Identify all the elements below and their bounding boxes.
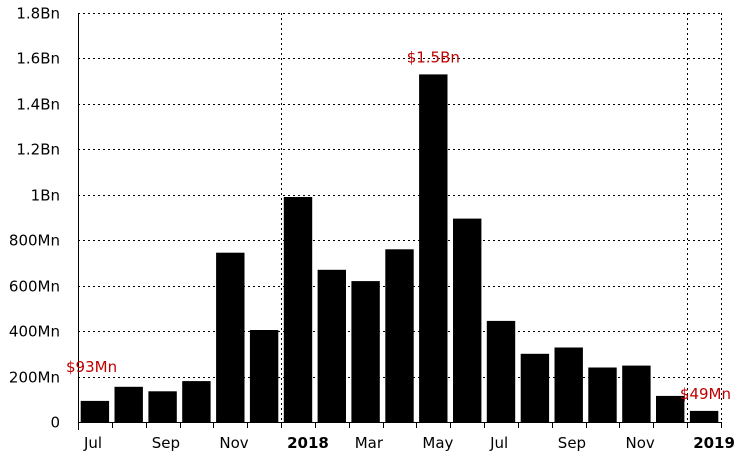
annotations: $93Mn $1.5Bn $49Mn xyxy=(66,48,731,403)
axes xyxy=(78,13,722,430)
y-tick-label: 1.8Bn xyxy=(16,5,60,23)
y-tick-label: 400Mn xyxy=(9,323,60,341)
y-tick-label: 1Bn xyxy=(31,187,60,205)
x-tick-label-month: May xyxy=(422,434,453,452)
bars xyxy=(80,74,719,423)
x-tick-label-month: Jul xyxy=(489,434,508,452)
bar xyxy=(419,74,448,423)
bar xyxy=(588,367,617,422)
x-tick-label-month: Mar xyxy=(355,434,384,452)
y-tick-label: 800Mn xyxy=(9,232,60,250)
y-tick-label: 600Mn xyxy=(9,278,60,296)
x-tick-label-month: Sep xyxy=(558,434,586,452)
bar xyxy=(622,365,651,422)
gridlines xyxy=(78,13,722,422)
bar xyxy=(385,249,414,422)
value-annotation: $93Mn xyxy=(66,358,117,376)
x-tick-label-year: 2019 xyxy=(693,434,735,452)
bar xyxy=(486,320,516,422)
value-annotation: $1.5Bn xyxy=(407,48,460,66)
y-axis-ticks: 0 200Mn 400Mn 600Mn 800Mn 1Bn 1.2Bn 1.4Bn 1.6Bn 1… xyxy=(9,5,60,432)
bar xyxy=(656,395,685,422)
y-tick-label: 1.6Bn xyxy=(16,50,60,68)
y-tick-label: 200Mn xyxy=(9,369,60,387)
bar xyxy=(689,410,719,422)
bar xyxy=(249,330,279,422)
y-tick-label: 1.4Bn xyxy=(16,96,60,114)
bar xyxy=(216,252,245,422)
bar xyxy=(182,381,211,422)
bar xyxy=(80,400,110,422)
bar xyxy=(114,386,143,422)
y-tick-label: 0 xyxy=(50,414,60,432)
x-tick-label-month: Jul xyxy=(83,434,102,452)
bar xyxy=(554,347,583,422)
x-tick-label-month: Nov xyxy=(626,434,655,452)
x-tick-label-month: Nov xyxy=(219,434,248,452)
y-tick-label: 1.2Bn xyxy=(16,141,60,159)
bar xyxy=(520,353,550,422)
x-axis-ticks: Jul Sep Nov 2018 Mar May Jul Sep Nov 2019 xyxy=(83,434,735,452)
x-tick-label-month: Sep xyxy=(152,434,180,452)
bar xyxy=(317,269,346,422)
bar xyxy=(148,391,177,422)
value-annotation: $49Mn xyxy=(680,385,731,403)
x-tick-label-year: 2018 xyxy=(287,434,329,452)
bar xyxy=(351,281,380,422)
bar xyxy=(453,218,482,422)
bar xyxy=(283,197,313,422)
